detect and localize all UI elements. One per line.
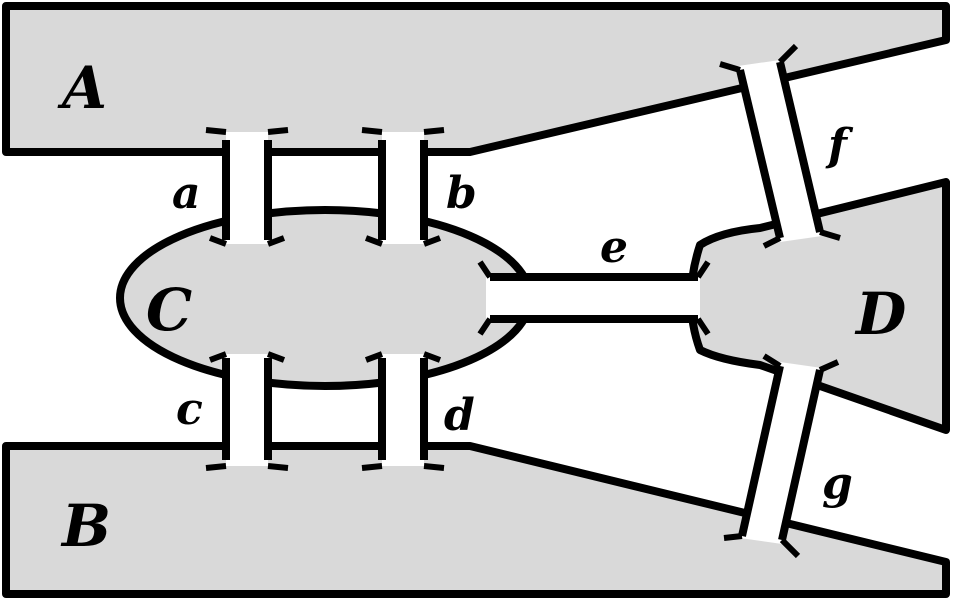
label-bridge-e: e xyxy=(600,222,628,273)
label-bridge-d: d xyxy=(444,390,475,441)
landmass-a xyxy=(2,2,950,156)
label-landmass-c: C xyxy=(146,276,192,344)
bridge-c xyxy=(205,351,289,471)
label-bridge-c: c xyxy=(176,384,203,435)
bridge-f xyxy=(719,43,841,249)
label-bridge-g: g xyxy=(822,458,853,509)
bridge-d xyxy=(361,351,445,471)
label-bridge-a: a xyxy=(172,168,201,219)
bridge-e xyxy=(477,260,711,336)
label-landmass-d: D xyxy=(854,280,906,348)
label-landmass-b: B xyxy=(60,492,111,560)
bridge-b xyxy=(361,127,445,247)
landmass-b xyxy=(2,442,950,598)
label-bridge-b: b xyxy=(446,168,477,219)
bridge-g xyxy=(723,353,840,559)
label-landmass-a: A xyxy=(57,54,107,122)
bridge-a xyxy=(205,127,289,247)
label-bridge-f: f xyxy=(825,120,854,171)
